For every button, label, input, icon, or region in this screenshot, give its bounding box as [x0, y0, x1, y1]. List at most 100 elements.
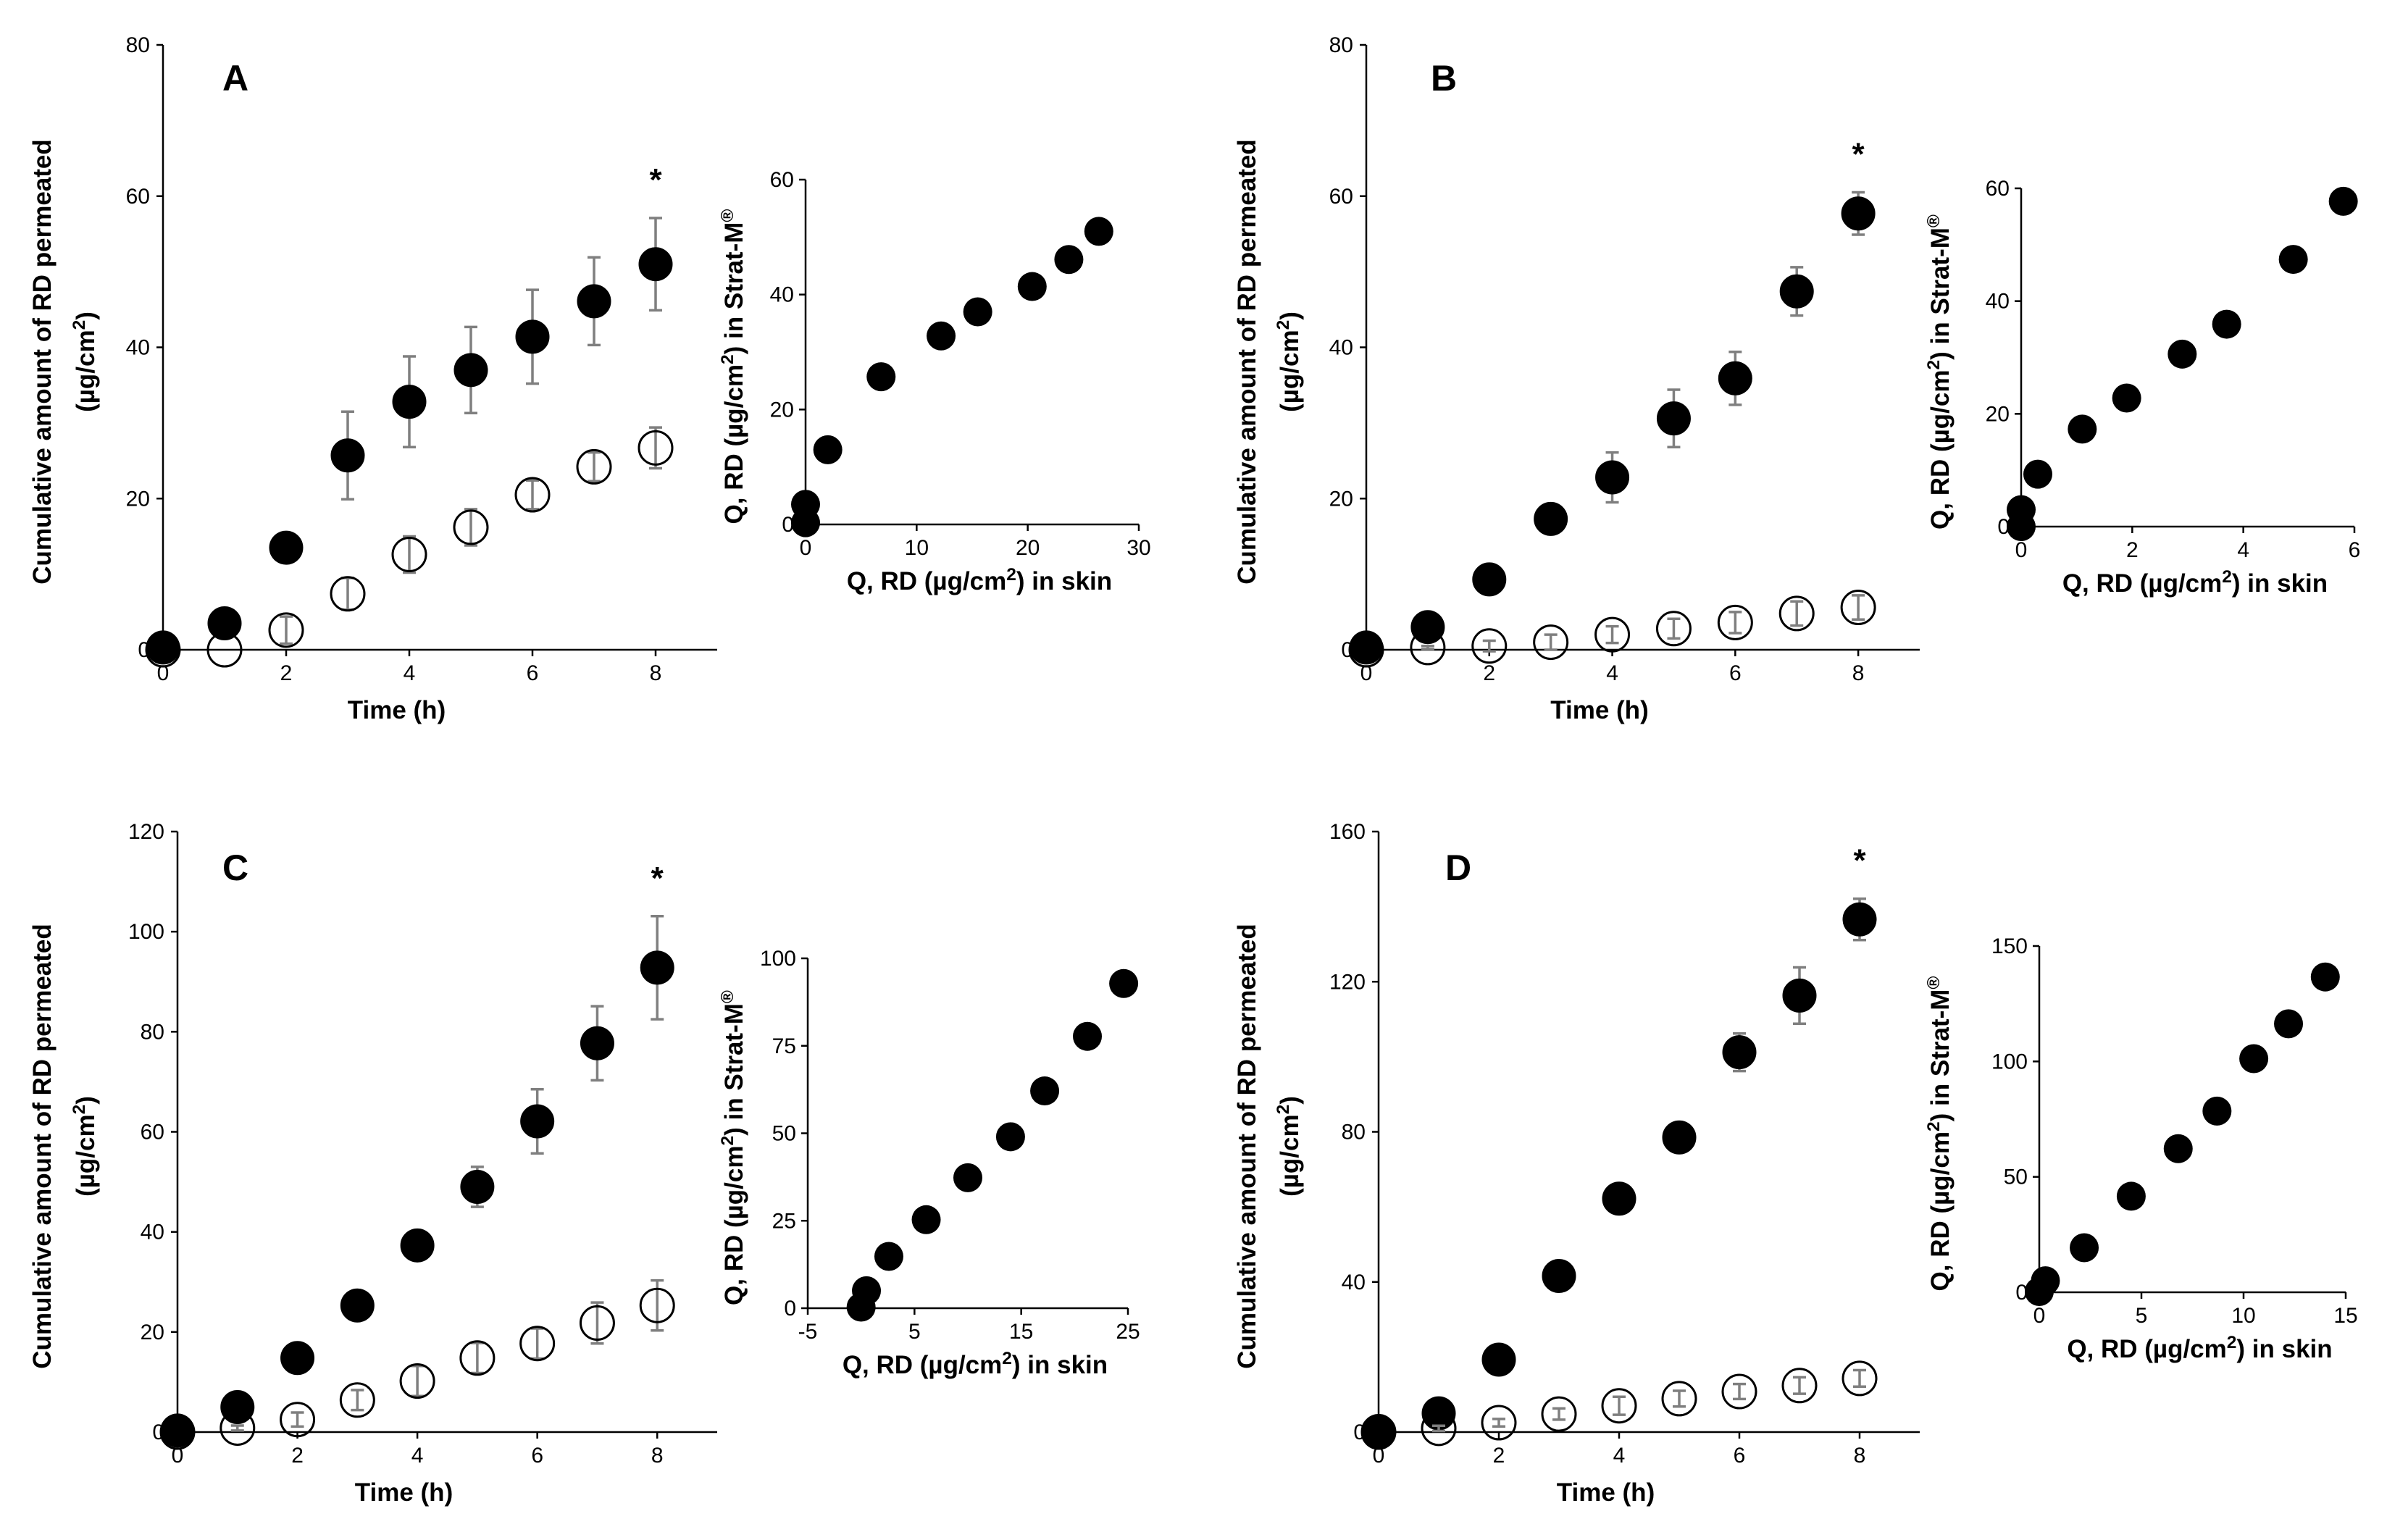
- open-point: [1471, 628, 1508, 664]
- inset-point: [852, 1276, 882, 1305]
- y-tick-label: 80: [1342, 1121, 1366, 1144]
- panel-c: 0 20 40 60 80 100 120 0 2 4 6 8 Time (h) Cumulative a…: [28, 820, 1140, 1507]
- y-tick-label: 120: [1329, 970, 1366, 994]
- inset-y-tick-label: 75: [772, 1034, 796, 1058]
- inset-point: [2116, 1181, 2146, 1211]
- inset-y-tick-label: 40: [1986, 290, 2010, 314]
- filled-point: [1481, 1342, 1516, 1377]
- filled-point: [1542, 1258, 1576, 1293]
- inset-point: [2328, 186, 2358, 216]
- filled-point: [392, 385, 427, 419]
- significance-star: *: [651, 861, 664, 896]
- inset-x-tick-label: 4: [2237, 538, 2249, 562]
- x-tick-label: 2: [291, 1444, 304, 1468]
- inset-point: [2023, 459, 2052, 489]
- inset-y-axis-title: Q, RD (µg/cm2) in Strat-M®: [1924, 214, 1955, 530]
- filled-point: [460, 1169, 495, 1204]
- open-point: [1594, 616, 1631, 653]
- inset-x-tick-label: 20: [1016, 536, 1040, 560]
- y-tick-label: 20: [126, 487, 150, 511]
- filled-point: [520, 1104, 555, 1139]
- filled-point: [1410, 610, 1445, 645]
- open-point: [576, 448, 612, 485]
- filled-point: [1349, 630, 1384, 665]
- filled-point: [453, 353, 488, 388]
- inset-b: 0 20 40 60 0 2 4 6 Q, RD (µg/cm2) in skin Q, RD (…: [1924, 177, 2361, 598]
- inset-x-axis-title: Q, RD (µg/cm2) in skin: [2062, 567, 2328, 598]
- open-point: [1778, 595, 1815, 632]
- significance-star: *: [1852, 137, 1865, 172]
- filled-point: [640, 950, 674, 985]
- filled-point: [1656, 401, 1691, 436]
- inset-x-tick-label: 5: [908, 1320, 921, 1344]
- x-tick-label: 4: [1606, 661, 1618, 685]
- y-tick-label: 60: [141, 1121, 164, 1144]
- inset-y-axis-title: Q, RD (µg/cm2) in Strat-M®: [718, 209, 749, 524]
- series-filled: [1361, 897, 1877, 1448]
- y-axis-title-line1: Cumulative amount of RD permeated: [28, 139, 57, 585]
- open-point: [1601, 1388, 1637, 1424]
- inset-point: [1084, 217, 1113, 246]
- y-tick-label: 40: [141, 1221, 164, 1244]
- panel-letter: C: [222, 848, 248, 888]
- y-axis-title-line2: (µg/cm2): [1274, 311, 1305, 412]
- filled-point: [280, 1341, 315, 1376]
- filled-point: [515, 319, 550, 354]
- inset-x-axis-title: Q, RD (µg/cm2) in skin: [2067, 1333, 2332, 1364]
- y-tick-label: 60: [1329, 185, 1353, 209]
- filled-point: [269, 530, 304, 565]
- inset-x-tick-label: 15: [1009, 1320, 1033, 1344]
- inset-y-tick-label: 60: [1986, 177, 2010, 201]
- inset-point: [2112, 383, 2141, 413]
- inset-point: [1030, 1076, 1060, 1106]
- filled-point: [1782, 978, 1817, 1013]
- x-tick-label: 4: [411, 1444, 424, 1468]
- filled-point: [1841, 196, 1876, 231]
- filled-point: [1779, 274, 1814, 309]
- x-axis-title: Time (h): [355, 1478, 453, 1507]
- series-open: [159, 1279, 675, 1450]
- y-tick-label: 160: [1329, 820, 1366, 844]
- significance-star: *: [649, 162, 662, 198]
- inset-y-tick-label: 150: [1991, 934, 2028, 958]
- panel-a: 0 20 40 60 80 0 2 4 6 8 Time (h) Cumulative amount …: [28, 33, 1151, 724]
- filled-point: [1472, 562, 1507, 597]
- inset-y-tick-label: 100: [1991, 1050, 2028, 1074]
- x-tick-label: 4: [1613, 1444, 1626, 1468]
- inset-point: [2163, 1134, 2193, 1163]
- x-tick-label: 8: [1852, 661, 1865, 685]
- inset-x-tick-label: 15: [2333, 1304, 2357, 1328]
- inset-y-tick-label: 0: [782, 513, 794, 537]
- inset-point: [953, 1163, 982, 1192]
- open-point: [1533, 624, 1569, 661]
- inset-x-tick-label: -5: [798, 1320, 818, 1344]
- inset-x-tick-label: 2: [2126, 538, 2139, 562]
- x-tick-label: 2: [280, 661, 293, 685]
- series-open: [1348, 590, 1876, 668]
- open-point: [1421, 1410, 1457, 1447]
- open-point: [1842, 1360, 1878, 1397]
- filled-point: [1662, 1120, 1697, 1155]
- open-point: [1541, 1396, 1577, 1432]
- filled-point: [1718, 361, 1752, 396]
- open-point: [1655, 611, 1692, 647]
- open-point: [1781, 1368, 1818, 1404]
- inset-point: [1017, 272, 1047, 301]
- y-tick-label: 40: [1342, 1271, 1366, 1294]
- inset-point: [2007, 495, 2036, 524]
- x-axis-title: Time (h): [1550, 696, 1648, 724]
- inset-x-tick-label: 6: [2349, 538, 2361, 562]
- filled-point: [1534, 501, 1568, 536]
- inset-y-tick-label: 25: [772, 1209, 796, 1233]
- series-open: [1360, 1360, 1878, 1450]
- inset-x-tick-label: 30: [1126, 536, 1150, 560]
- open-point: [391, 536, 427, 572]
- x-tick-label: 8: [650, 661, 662, 685]
- y-axis-title-line2: (µg/cm2): [70, 311, 101, 412]
- inset-point: [963, 297, 992, 327]
- panel-d: 0 40 80 120 160 0 2 4 6 8 Time (h) Cumulative amoun…: [1233, 820, 2358, 1507]
- inset-x-tick-label: 0: [2015, 538, 2028, 562]
- filled-point: [146, 630, 180, 665]
- inset-point: [874, 1242, 903, 1271]
- inset-point: [1054, 245, 1084, 275]
